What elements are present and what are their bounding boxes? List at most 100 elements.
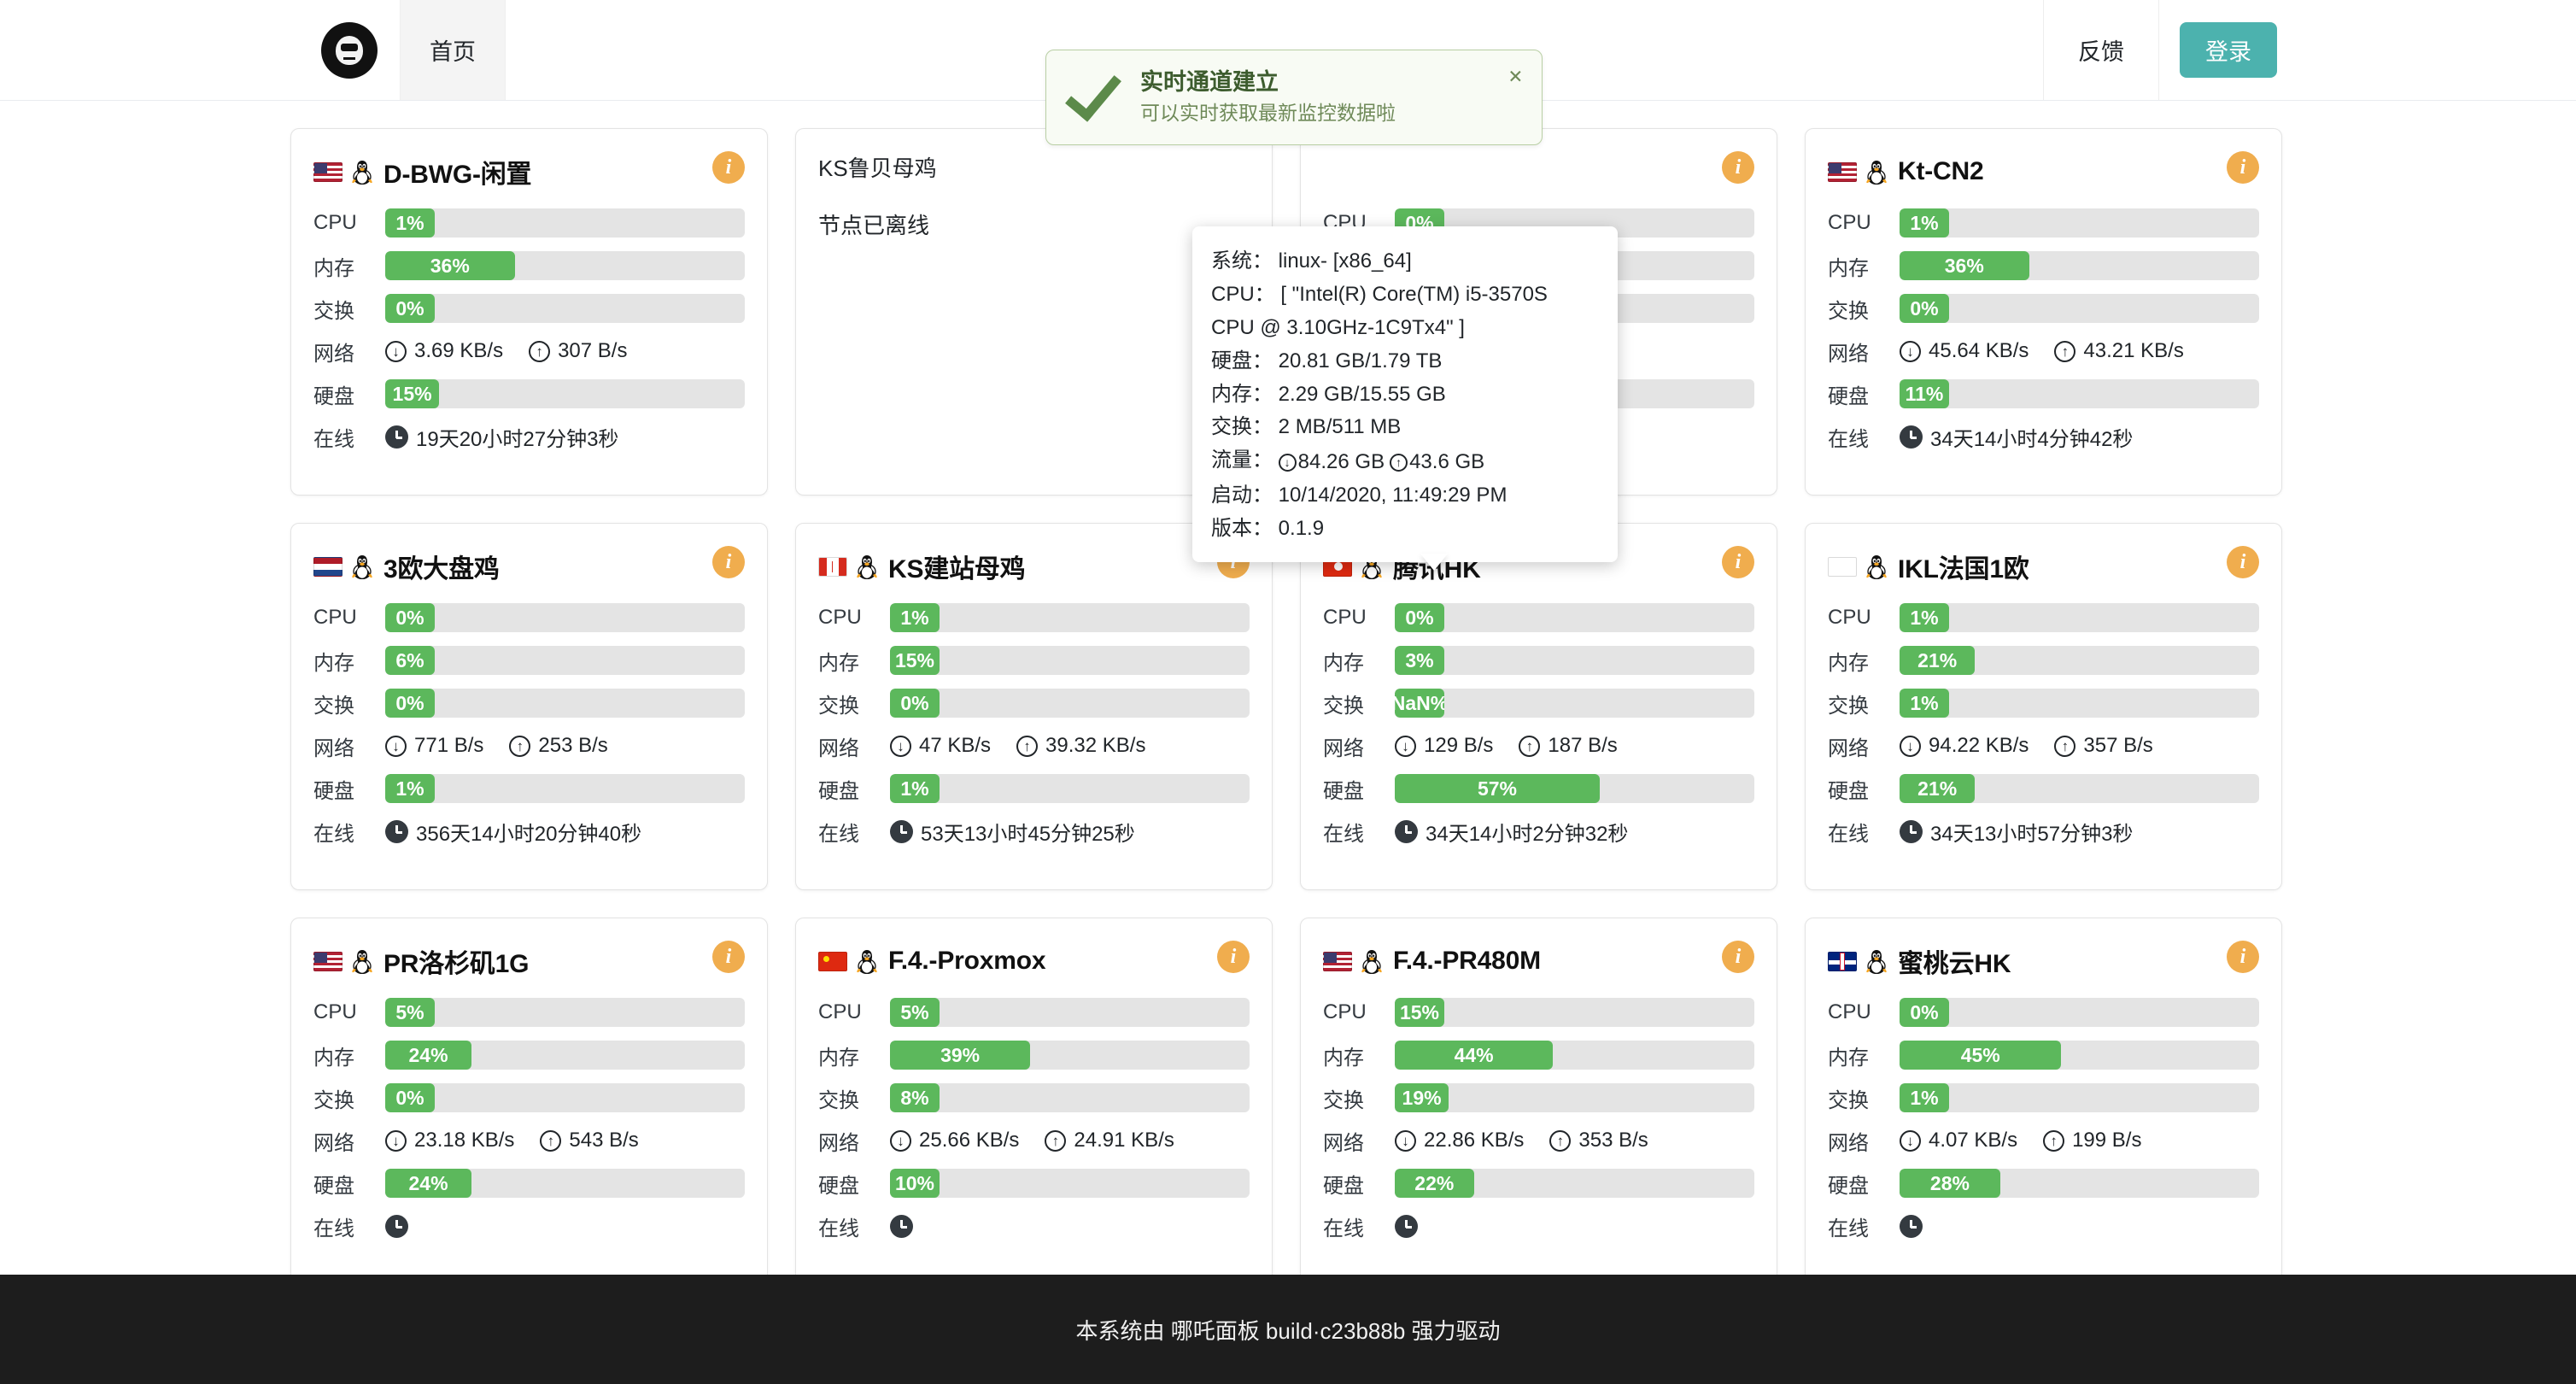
tooltip-row-value: 2 MB/511 MB <box>1278 415 1402 439</box>
flag-icon-us <box>313 951 342 971</box>
swap-row: 交换 1% <box>1828 684 2259 722</box>
network-row: 网络 ↓ 771 B/s ↑ 253 B/s <box>313 727 745 765</box>
memory-label: 内存 <box>818 1046 859 1070</box>
disk-bar-track: 24% <box>385 1169 745 1198</box>
swap-bar-fill: 0% <box>1900 294 1949 323</box>
linux-penguin-icon <box>351 554 373 579</box>
disk-label: 硬盘 <box>1323 779 1364 803</box>
disk-value: 22% <box>1414 1171 1455 1194</box>
uptime-row: 在线 <box>1828 1207 2259 1245</box>
download-arrow-icon: ↓ <box>385 735 407 757</box>
info-icon[interactable]: i <box>1722 151 1754 184</box>
cpu-bar-fill: 5% <box>385 998 435 1027</box>
server-name: KS鲁贝母鸡 <box>818 155 937 181</box>
brand-logo-link[interactable] <box>299 0 400 100</box>
info-icon[interactable]: i <box>712 941 745 973</box>
memory-row: 内存 3% <box>1323 642 1754 679</box>
network-up-value: 199 B/s <box>2072 1129 2142 1152</box>
download-arrow-icon: ↓ <box>1900 340 1921 362</box>
server-card[interactable]: F.4.-PR480M i CPU 15% 内存 44% 交换 19% 网络 ↓ 22.86 KB/… <box>1300 918 1777 1285</box>
server-card[interactable]: D-BWG-闲置 i CPU 1% 内存 36% 交换 0% 网络 ↓ 3.69 KB/s ↑ 307 … <box>290 128 768 496</box>
navbar-left: 首页 <box>299 0 506 100</box>
memory-bar-track: 24% <box>385 1041 745 1070</box>
nav-item-feedback[interactable]: 反馈 <box>2043 0 2159 100</box>
swap-label: 交换 <box>1828 299 1869 323</box>
tooltip-row: 交换： 2 MB/511 MB <box>1211 411 1595 444</box>
info-icon[interactable]: i <box>2227 546 2259 578</box>
memory-bar-fill: 45% <box>1900 1041 2062 1070</box>
server-card[interactable]: 蜜桃云HK i CPU 0% 内存 45% 交换 1% 网络 ↓ 4.07 KB/s ↑ 199 B/s… <box>1805 918 2282 1285</box>
network-label: 网络 <box>313 1131 354 1155</box>
memory-row: 内存 21% <box>1828 642 2259 679</box>
uptime-label: 在线 <box>1323 822 1364 846</box>
disk-value: 15% <box>392 382 432 405</box>
uptime-value-wrap: 34天13小时57分钟3秒 <box>1900 817 2133 847</box>
info-icon[interactable]: i <box>1722 546 1754 578</box>
network-label: 网络 <box>1323 736 1364 760</box>
swap-bar-fill: 1% <box>1900 689 1949 718</box>
toast-subtitle: 可以实时获取最新监控数据啦 <box>1140 101 1396 124</box>
swap-label: 交换 <box>1828 1088 1869 1112</box>
download-arrow-icon: ↓ <box>890 1129 911 1152</box>
swap-bar-fill: 0% <box>385 294 435 323</box>
disk-label: 硬盘 <box>1323 1174 1364 1198</box>
server-card-header: 3欧大盘鸡 <box>313 546 745 587</box>
tooltip-row: 硬盘： 20.81 GB/1.79 TB <box>1211 345 1595 378</box>
login-button[interactable]: 登录 <box>2180 22 2277 78</box>
disk-bar-fill: 28% <box>1900 1169 2000 1198</box>
info-icon[interactable]: i <box>712 546 745 578</box>
uptime-value-wrap: 356天14小时20分钟40秒 <box>385 817 641 847</box>
network-down-value: 25.66 KB/s <box>919 1129 1020 1152</box>
server-card[interactable]: F.4.-Proxmox i CPU 5% 内存 39% 交换 8% 网络 ↓ 25.66 KB/s… <box>795 918 1273 1285</box>
uptime-value-wrap: 34天14小时4分钟42秒 <box>1900 422 2133 452</box>
upload-arrow-icon: ↑ <box>1016 735 1039 757</box>
tooltip-caret <box>1420 554 1448 571</box>
uptime-label: 在线 <box>818 822 859 846</box>
cpu-label: CPU <box>313 211 357 234</box>
clock-icon <box>890 1214 913 1238</box>
swap-label: 交换 <box>313 694 354 718</box>
server-card[interactable]: 3欧大盘鸡 i CPU 0% 内存 6% 交换 0% 网络 ↓ 771 B/s ↑ 253 B/s 硬盘 1… <box>290 523 768 890</box>
memory-value: 6% <box>395 648 424 671</box>
tooltip-row: 系统： linux- [x86_64] <box>1211 245 1595 279</box>
flag-icon-nl <box>313 556 342 577</box>
cpu-bar-track: 1% <box>385 208 745 238</box>
cpu-value: 1% <box>1910 211 1939 234</box>
info-icon[interactable]: i <box>2227 941 2259 973</box>
swap-value: 0% <box>900 691 929 714</box>
swap-bar-track: 1% <box>1900 689 2259 718</box>
disk-value: 21% <box>1917 777 1958 800</box>
clock-icon <box>890 819 913 843</box>
memory-bar-fill: 21% <box>1900 646 1976 675</box>
disk-bar-fill: 15% <box>385 379 440 408</box>
tooltip-row-key: 硬盘： <box>1211 349 1273 372</box>
uptime-row: 在线 53天13小时45分钟25秒 <box>818 812 1250 850</box>
memory-value: 3% <box>1405 648 1434 671</box>
swap-bar-fill: 1% <box>1900 1083 1949 1112</box>
network-down-value: 771 B/s <box>414 734 484 757</box>
info-icon[interactable]: i <box>2227 151 2259 184</box>
server-card[interactable]: Kt-CN2 i CPU 1% 内存 36% 交换 0% 网络 ↓ 45.64 KB/s ↑ 43.21… <box>1805 128 2282 496</box>
cpu-row: CPU 5% <box>818 994 1250 1031</box>
close-icon[interactable]: × <box>1508 62 1523 91</box>
network-values: ↓ 25.66 KB/s ↑ 24.91 KB/s <box>890 1129 1174 1152</box>
clock-icon <box>385 425 408 449</box>
server-card-header: F.4.-Proxmox <box>818 941 1250 982</box>
tooltip-row-value: 20.81 GB/1.79 TB <box>1278 349 1443 372</box>
info-icon[interactable]: i <box>712 151 745 184</box>
network-row: 网络 ↓ 94.22 KB/s ↑ 357 B/s <box>1828 727 2259 765</box>
uptime-value-wrap: 34天14小时2分钟32秒 <box>1395 817 1628 847</box>
memory-value: 36% <box>430 254 470 277</box>
uptime-row: 在线 <box>313 1207 745 1245</box>
info-icon[interactable]: i <box>1722 941 1754 973</box>
disk-bar-track: 21% <box>1900 774 2259 803</box>
server-card[interactable]: PR洛杉矶1G i CPU 5% 内存 24% 交换 0% 网络 ↓ 23.18 KB/s ↑ 543 … <box>290 918 768 1285</box>
linux-penguin-icon <box>856 554 878 579</box>
server-card[interactable]: IKL法国1欧 i CPU 1% 内存 21% 交换 1% 网络 ↓ 94.22 KB/s ↑ 357 … <box>1805 523 2282 890</box>
info-icon[interactable]: i <box>1217 941 1250 973</box>
uptime-label: 在线 <box>1828 427 1869 451</box>
server-detail-tooltip: 系统： linux- [x86_64] CPU： [ "Intel(R) Core… <box>1192 226 1618 563</box>
nav-item-home[interactable]: 首页 <box>400 0 506 100</box>
